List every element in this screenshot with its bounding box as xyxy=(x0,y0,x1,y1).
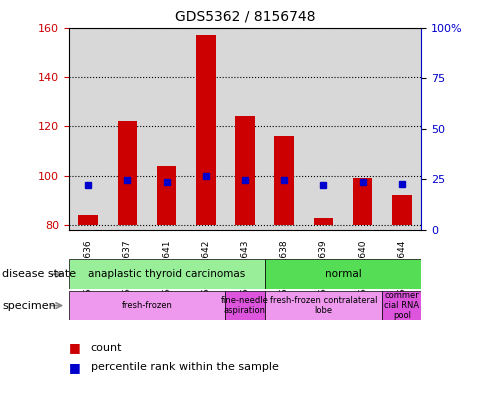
Text: count: count xyxy=(91,343,122,353)
Bar xyxy=(157,166,176,225)
Text: ■: ■ xyxy=(69,361,80,374)
Bar xyxy=(235,116,255,225)
Text: normal: normal xyxy=(324,269,361,279)
Text: ■: ■ xyxy=(69,341,80,354)
Bar xyxy=(196,35,216,225)
Bar xyxy=(392,195,412,225)
Text: anaplastic thyroid carcinomas: anaplastic thyroid carcinomas xyxy=(88,269,245,279)
Text: fine-needle
aspiration: fine-needle aspiration xyxy=(221,296,269,315)
Text: commer
cial RNA
pool: commer cial RNA pool xyxy=(384,291,419,320)
Bar xyxy=(225,291,265,320)
Bar xyxy=(118,121,137,225)
Text: specimen: specimen xyxy=(2,301,56,310)
Bar xyxy=(382,291,421,320)
Bar xyxy=(69,291,225,320)
Bar xyxy=(274,136,294,225)
Text: percentile rank within the sample: percentile rank within the sample xyxy=(91,362,278,373)
Bar xyxy=(314,218,333,225)
Bar xyxy=(69,259,265,289)
Bar xyxy=(353,178,372,225)
Bar xyxy=(265,259,421,289)
Text: fresh-frozen contralateral
lobe: fresh-frozen contralateral lobe xyxy=(270,296,377,315)
Text: GDS5362 / 8156748: GDS5362 / 8156748 xyxy=(175,10,315,24)
Text: disease state: disease state xyxy=(2,269,76,279)
Text: fresh-frozen: fresh-frozen xyxy=(122,301,172,310)
Bar xyxy=(265,291,382,320)
Bar xyxy=(78,215,98,225)
